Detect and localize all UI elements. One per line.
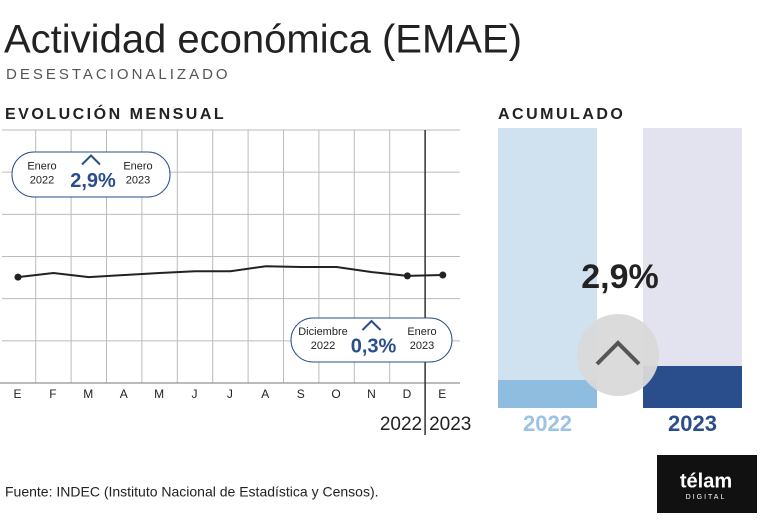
bar-background — [643, 128, 742, 408]
callout-from: 2022 — [311, 340, 335, 352]
point — [403, 272, 411, 280]
callout-to: 2023 — [410, 340, 434, 352]
callout-from: Diciembre — [298, 326, 348, 338]
x-tick-label: J — [227, 387, 234, 401]
chevron — [595, 340, 641, 366]
source: Fuente: INDEC (Instituto Nacional de Est… — [5, 484, 379, 500]
chevron — [361, 319, 382, 331]
year-label: 2022 — [380, 414, 422, 435]
x-tick-label: 2023 — [668, 411, 717, 436]
x-tick-label: M — [154, 387, 165, 401]
logo-tagline: DIGITAL — [686, 494, 727, 501]
x-tick-label: F — [49, 387, 57, 401]
callout-from: Enero — [27, 160, 56, 172]
callout-to: 2023 — [126, 174, 150, 186]
line — [17, 265, 443, 279]
x-tick-label: J — [192, 387, 199, 401]
x-tick-label: A — [261, 387, 270, 401]
subtitle: DESESTACIONALIZADO — [6, 66, 231, 83]
annotation: 2,9% — [581, 258, 659, 296]
x-tick-label: M — [83, 387, 94, 401]
callout-value: 2,9% — [70, 170, 116, 192]
x-tick-label: E — [13, 387, 22, 401]
x-tick-label: E — [438, 387, 447, 401]
x-tick-label: 2022 — [523, 411, 572, 436]
chevron — [81, 154, 101, 166]
badge — [577, 314, 659, 396]
logo-box — [657, 455, 757, 513]
point — [439, 271, 447, 279]
bar — [643, 366, 742, 408]
logo: télam — [680, 470, 732, 492]
x-tick-label: O — [331, 387, 341, 401]
x-tick-label: S — [297, 387, 306, 401]
section-title: ACUMULADO — [498, 106, 625, 123]
point — [14, 273, 22, 281]
callout-to: Enero — [123, 160, 152, 172]
year-label: 2023 — [429, 414, 471, 435]
callout-to: Enero — [407, 326, 436, 338]
bar — [498, 380, 597, 408]
x-tick-label: A — [120, 387, 129, 401]
x-tick-label: N — [367, 387, 377, 401]
section-title: EVOLUCIÓN MENSUAL — [5, 104, 226, 123]
callout-from: 2022 — [30, 174, 54, 186]
callout-value: 0,3% — [351, 335, 397, 357]
callout-box — [290, 317, 453, 363]
x-tick-label: D — [403, 387, 413, 401]
title: Actividad económica (EMAE) — [4, 18, 522, 62]
callout-box — [11, 151, 171, 198]
